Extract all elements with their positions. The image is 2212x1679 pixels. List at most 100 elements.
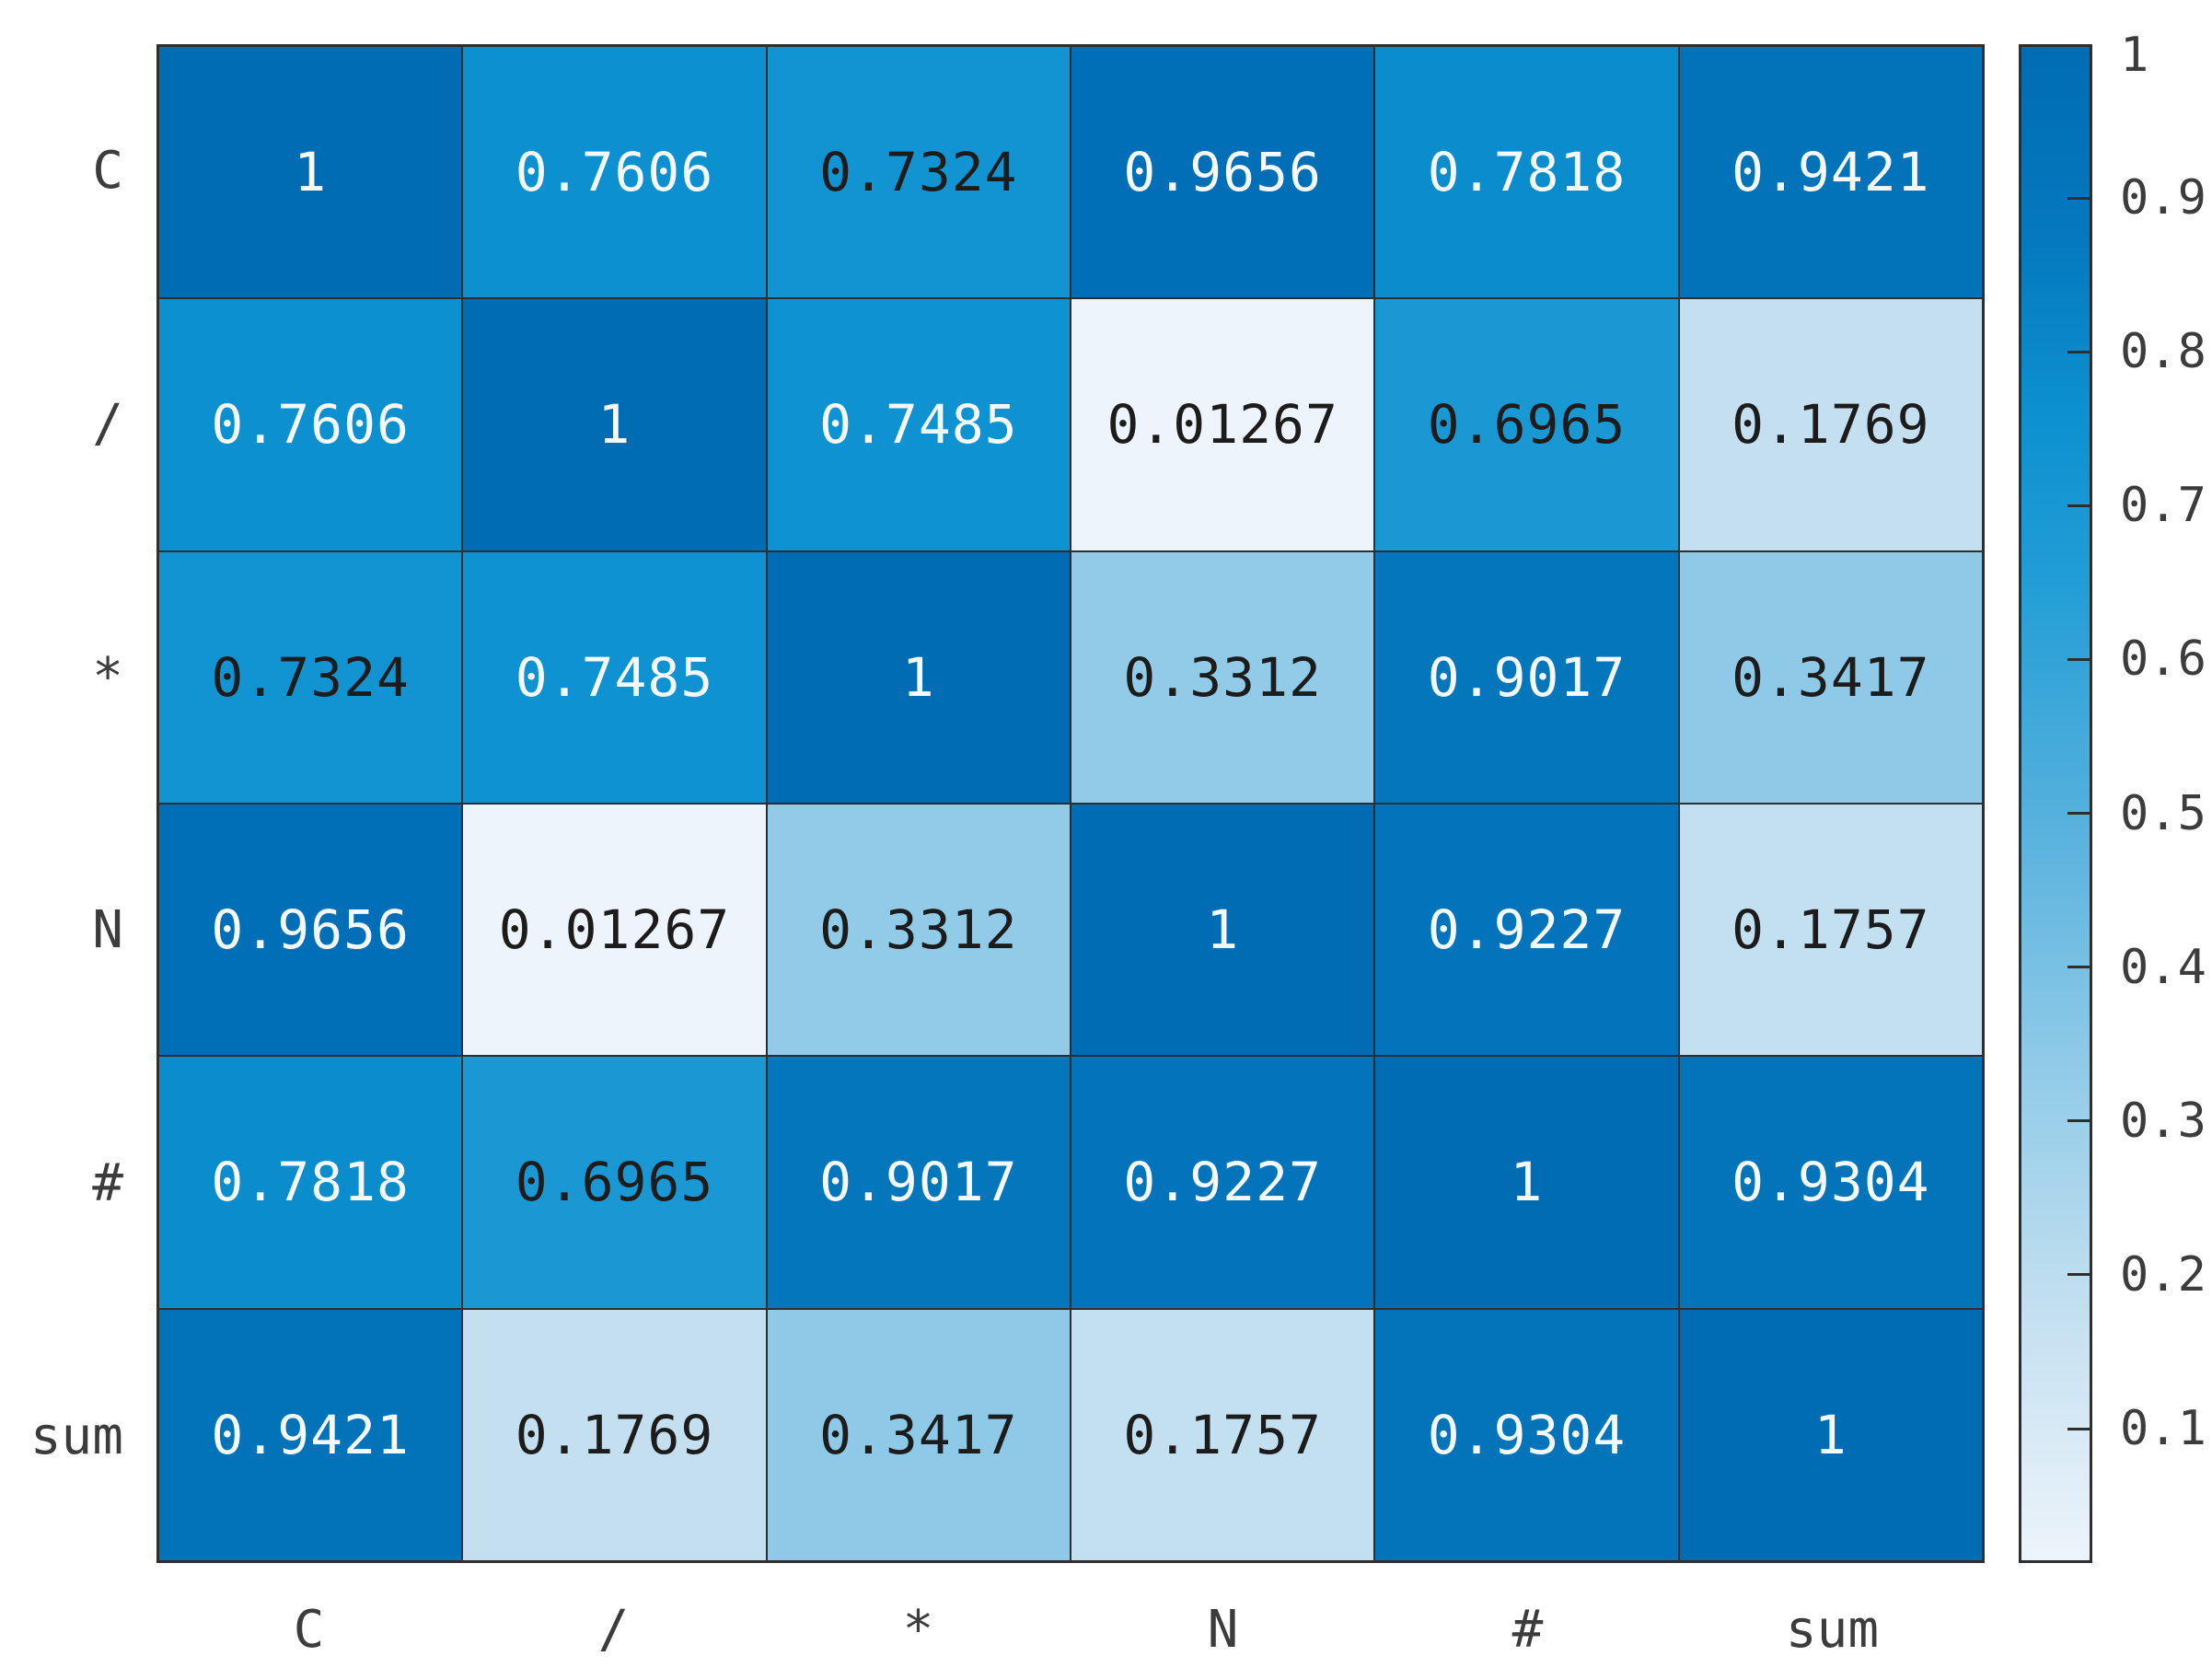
colorbar-tick-label: 0.3 <box>2120 1093 2206 1149</box>
heatmap-cell-value: 0.9304 <box>1427 1403 1627 1466</box>
heatmap-cell: 1 <box>1071 805 1374 1056</box>
colorbar-tick-mark <box>2067 1273 2090 1277</box>
colorbar-tick-label: 0.6 <box>2120 631 2206 688</box>
x-axis-labels: C / * N # sum <box>156 1585 1985 1673</box>
heatmap-grid: 1 0.7606 0.7324 0.9656 0.7818 0.9421 0.7606 1 0.… <box>156 44 1985 1563</box>
heatmap-cell-value: 0.9017 <box>819 1151 1018 1214</box>
heatmap-cell-value: 0.7324 <box>211 645 410 709</box>
heatmap-cell: 0.1757 <box>1679 805 1982 1056</box>
heatmap-cell-value: 1 <box>597 393 631 457</box>
colorbar-tick-mark <box>2067 1119 2090 1123</box>
heatmap-cell-value: 1 <box>901 645 935 709</box>
colorbar-tick-label: 0.9 <box>2120 170 2206 226</box>
heatmap-cell: 0.3312 <box>1071 551 1374 803</box>
heatmap-cell: 0.7606 <box>463 47 766 298</box>
x-axis-label: # <box>1511 1599 1544 1660</box>
x-axis-label: / <box>597 1599 630 1660</box>
y-axis-label: C <box>92 141 123 201</box>
heatmap-cell-value: 0.7606 <box>211 393 410 457</box>
y-axis-label: # <box>92 1153 123 1213</box>
heatmap-cell-value: 0.1757 <box>1731 898 1930 962</box>
heatmap-cell: 0.1757 <box>1071 1309 1374 1560</box>
heatmap-cell-value: 0.3417 <box>1731 645 1930 709</box>
heatmap-cell-value: 1 <box>1206 898 1240 962</box>
heatmap-cell-value: 0.9421 <box>1731 141 1930 204</box>
heatmap-cell: 0.1769 <box>1679 299 1982 550</box>
heatmap-cell-value: 1 <box>1510 1151 1544 1214</box>
colorbar-tick-mark <box>2067 350 2090 353</box>
colorbar-tick-label: 0.7 <box>2120 478 2206 534</box>
x-axis-label: * <box>902 1599 934 1660</box>
heatmap-cell-value: 0.9421 <box>211 1403 410 1466</box>
heatmap-cell-value: 0.7818 <box>211 1151 410 1214</box>
heatmap-cell-value: 0.7485 <box>515 645 714 709</box>
heatmap-cell-value: 0.3312 <box>819 898 1018 962</box>
heatmap-cell: 0.7485 <box>767 299 1070 550</box>
heatmap-cell: 0.9656 <box>159 805 462 1056</box>
heatmap-cell-value: 0.6965 <box>515 1151 714 1214</box>
heatmap-cell: 0.01267 <box>463 805 766 1056</box>
heatmap-cell: 0.9421 <box>159 1309 462 1560</box>
heatmap-cell: 0.9227 <box>1071 1057 1374 1308</box>
heatmap-cell-value: 0.3312 <box>1123 645 1322 709</box>
heatmap-cell-value: 0.1757 <box>1123 1403 1322 1466</box>
heatmap-cell: 0.9656 <box>1071 47 1374 298</box>
heatmap-cell-value: 0.9227 <box>1123 1151 1322 1214</box>
colorbar-tick-mark <box>2067 966 2090 969</box>
heatmap-cell-value: 0.9656 <box>1123 141 1322 204</box>
heatmap-cell: 0.7606 <box>159 299 462 550</box>
heatmap-cell: 1 <box>767 551 1070 803</box>
heatmap-cell: 0.7324 <box>767 47 1070 298</box>
heatmap-cell-value: 0.1769 <box>515 1403 714 1466</box>
heatmap-cell: 1 <box>1375 1057 1678 1308</box>
colorbar-tick-label: 0.8 <box>2120 324 2206 380</box>
heatmap-cell-value: 0.01267 <box>1106 393 1338 457</box>
colorbar-tick-label: 0.4 <box>2120 939 2206 995</box>
y-axis-label: * <box>92 647 123 707</box>
heatmap-cell-value: 0.9017 <box>1427 645 1627 709</box>
heatmap-cell: 0.6965 <box>1375 299 1678 550</box>
heatmap-cell-value: 1 <box>294 141 328 204</box>
colorbar-tick-label: 1 <box>2120 28 2149 83</box>
colorbar-tick-mark <box>2067 1427 2090 1430</box>
x-axis-label: N <box>1207 1599 1239 1660</box>
heatmap-cell: 0.9017 <box>1375 551 1678 803</box>
heatmap-cell-value: 0.3417 <box>819 1403 1018 1466</box>
y-axis-label: sum <box>29 1407 123 1466</box>
heatmap-cell-value: 0.1769 <box>1731 393 1930 457</box>
colorbar <box>2019 44 2092 1563</box>
heatmap-cell: 0.9304 <box>1679 1057 1982 1308</box>
x-axis-label: C <box>293 1599 325 1660</box>
heatmap-cell: 0.9304 <box>1375 1309 1678 1560</box>
heatmap-cell: 0.6965 <box>463 1057 766 1308</box>
heatmap-cell: 0.3417 <box>767 1309 1070 1560</box>
heatmap-cell-value: 0.6965 <box>1427 393 1627 457</box>
heatmap-cell: 0.01267 <box>1071 299 1374 550</box>
heatmap-cell-value: 0.7324 <box>819 141 1018 204</box>
x-axis-label: sum <box>1785 1599 1880 1660</box>
y-axis-labels: C / * N # sum <box>0 44 123 1563</box>
heatmap-cell: 0.9421 <box>1679 47 1982 298</box>
heatmap-cell: 0.3312 <box>767 805 1070 1056</box>
heatmap-cell-value: 0.9656 <box>211 898 410 962</box>
colorbar-tick-mark <box>2067 812 2090 816</box>
heatmap-cell: 0.3417 <box>1679 551 1982 803</box>
colorbar-tick-mark <box>2067 657 2090 661</box>
y-axis-label: N <box>92 900 123 960</box>
colorbar-tick-mark <box>2067 504 2090 507</box>
heatmap-cell-value: 0.7606 <box>515 141 714 204</box>
heatmap-cell: 0.9227 <box>1375 805 1678 1056</box>
colorbar-tick-label: 0.2 <box>2120 1246 2206 1303</box>
colorbar-tick-mark <box>2067 196 2090 200</box>
heatmap-cell-value: 0.01267 <box>498 898 731 962</box>
heatmap-cell-value: 0.7485 <box>819 393 1018 457</box>
heatmap-cell: 0.1769 <box>463 1309 766 1560</box>
colorbar-tick-label: 0.1 <box>2120 1401 2206 1457</box>
heatmap-cell: 0.7818 <box>1375 47 1678 298</box>
heatmap-cell: 1 <box>159 47 462 298</box>
y-axis-label: / <box>92 394 123 454</box>
heatmap-cell: 0.7485 <box>463 551 766 803</box>
heatmap-cell: 1 <box>1679 1309 1982 1560</box>
heatmap-cell: 0.7324 <box>159 551 462 803</box>
heatmap-cell: 1 <box>463 299 766 550</box>
